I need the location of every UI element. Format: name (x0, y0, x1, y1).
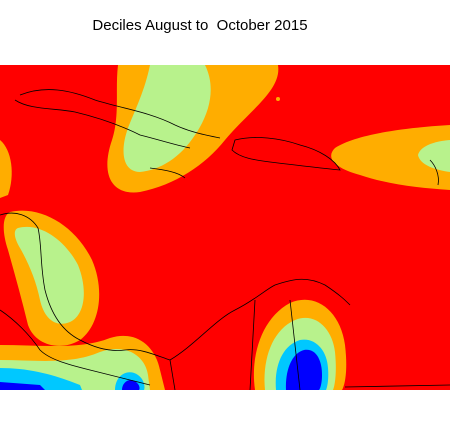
coastline (14, 99, 191, 149)
coastline (0, 212, 171, 361)
orange-region (331, 125, 450, 190)
border-line (169, 299, 301, 390)
orange-region (0, 140, 12, 198)
coastline (19, 89, 221, 139)
coastline (169, 278, 351, 361)
decile-map (0, 65, 450, 390)
coastline (149, 167, 186, 179)
coastline (344, 384, 450, 388)
green-region (14, 226, 84, 324)
green-region (418, 140, 450, 172)
map-title: Deciles August to October 2015 (92, 17, 307, 34)
green-region (123, 65, 211, 172)
coastline (231, 137, 341, 171)
coastline (429, 159, 439, 186)
blue-region (122, 379, 140, 390)
orange-region (276, 97, 280, 101)
coastline (0, 309, 151, 386)
blue-region (0, 382, 45, 390)
blue-region (285, 349, 322, 390)
